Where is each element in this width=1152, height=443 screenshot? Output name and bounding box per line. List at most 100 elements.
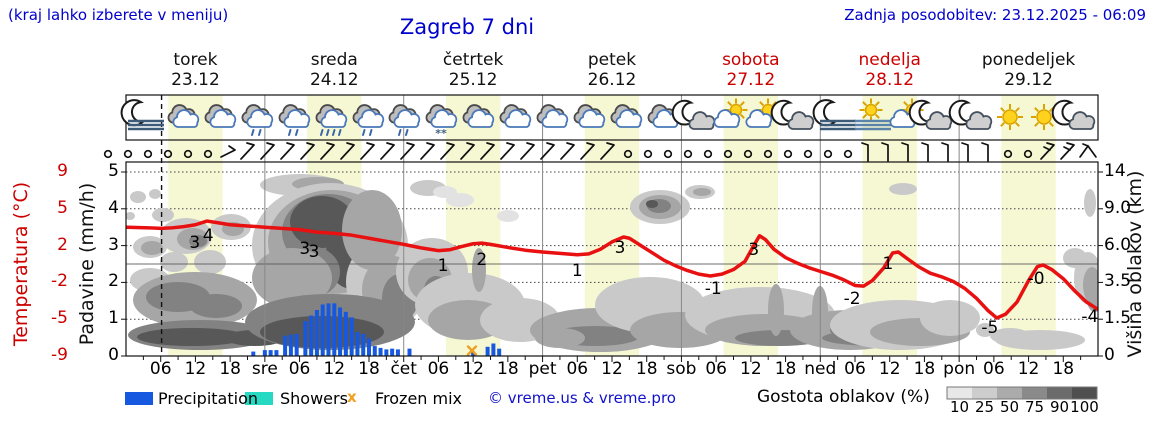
wind-barb-sw (300, 142, 315, 160)
wind-barb-calm (163, 149, 173, 159)
daylight-band (1001, 95, 1056, 356)
day-label: pet (528, 359, 557, 379)
wind-barb-calm (183, 149, 193, 159)
precip-tick: 2 (108, 271, 119, 292)
time-label: 18 (635, 359, 658, 379)
density-bar-border (946, 386, 1098, 400)
time-label: 12 (462, 359, 484, 379)
wind-barb-calm (123, 149, 133, 159)
day-header-date: 29.12 (1004, 70, 1053, 90)
temp-tick: 5 (57, 197, 68, 218)
wind-barb-calm (103, 149, 113, 159)
wind-barb-calm (743, 149, 753, 159)
day-header-date: 26.12 (587, 70, 637, 90)
temp-tick: 2 (57, 234, 68, 255)
density-swatch (947, 387, 972, 399)
precip-tick: 5 (108, 161, 119, 181)
wind-barb-caret (1079, 143, 1097, 158)
day-header-name: ponedeljek (981, 50, 1076, 70)
weather-icon-overcast (610, 104, 643, 128)
weather-icon-overcast (167, 104, 200, 128)
temperature-value-label: 3 (748, 240, 760, 261)
last-update: Zadnja posodobitev: 23.12.2025 - 06:09 (844, 6, 1146, 24)
temperature-value-label: 2 (476, 249, 488, 270)
wind-barb-sw (340, 142, 355, 160)
wind-barb-calm (623, 149, 633, 159)
wind-barb-calm (703, 149, 713, 159)
time-label: 12 (601, 359, 623, 379)
wind-barb-calm (823, 149, 833, 159)
day-header-name: torek (173, 50, 218, 70)
day-label: pon (943, 359, 976, 379)
time-label: 06 (149, 359, 172, 379)
density-tick: 90 (1049, 398, 1070, 416)
weather-icon-row: ** (120, 98, 1096, 140)
wind-barb-sw (560, 142, 575, 160)
weather-icon-moon-cloud (908, 99, 953, 130)
legend-showers-label: Showers (280, 389, 348, 408)
temperature-value-label: 1 (437, 256, 449, 277)
time-label: 06 (844, 359, 866, 379)
temperature-value-label: -0 (1027, 269, 1045, 289)
temperature-value-label: 3 (189, 233, 201, 253)
cloud-tick: 6.0 (1104, 234, 1132, 255)
weather-icon-moon-fog (812, 99, 856, 131)
time-label: 12 (184, 359, 207, 379)
precip-tick: 0 (108, 345, 119, 365)
temp-tick: -2 (51, 271, 68, 292)
time-label: 18 (358, 359, 380, 379)
wind-barb-calm (143, 149, 153, 159)
weather-icon-moon-cloud (671, 99, 716, 130)
weather-icon-overcast-rain (241, 104, 274, 136)
wind-barb-sw (400, 142, 415, 160)
precipitation-swatch (125, 392, 153, 405)
wind-barb-sw (240, 142, 255, 160)
density-swatch (1022, 387, 1047, 399)
weather-icon-moon-cloud (1051, 99, 1096, 130)
temperature-value-label: -2 (843, 288, 861, 309)
wind-barb-calm (1003, 149, 1013, 159)
wind-barb-s (961, 142, 969, 162)
menu-note: (kraj lahko izberete v meniju) (8, 6, 229, 24)
cloud-density-label: Gostota oblakov (%) (757, 387, 930, 407)
density-tick: 75 (1024, 398, 1045, 416)
time-label: 18 (219, 359, 241, 379)
temp-tick: 9 (57, 161, 68, 181)
day-label: sre (251, 359, 278, 379)
wind-barb-sw (280, 142, 295, 160)
wind-barb-s (901, 142, 909, 162)
weather-icon-overcast (499, 104, 532, 128)
day-header-name: četrtek (442, 50, 504, 70)
time-label: 12 (323, 359, 346, 379)
wind-barb-swlow (220, 145, 236, 158)
wind-barb-sw2 (1060, 142, 1075, 160)
wind-barb-s (881, 142, 889, 162)
frozen-mix-icon: x (347, 388, 357, 406)
wind-barb-sw (460, 142, 475, 160)
wind-barb-s (861, 142, 869, 162)
time-label: 06 (705, 359, 727, 379)
temp-tick: -9 (51, 345, 68, 365)
precip-tick: 3 (108, 234, 119, 255)
temperature-value-label: -1 (704, 279, 722, 299)
weather-icon-overcast (204, 104, 237, 128)
weather-icon-moon-cloud (948, 99, 993, 130)
precipitation-bars (251, 303, 502, 356)
frozen-mix-marker (466, 345, 478, 356)
wind-barb-calm (203, 149, 213, 159)
wind-barb-sw (480, 142, 495, 160)
precip-tick: 4 (108, 197, 119, 218)
wind-barb-calm (643, 149, 653, 159)
cloud-cover-field (126, 174, 1098, 352)
svg-text:**: ** (435, 127, 447, 140)
weather-icon-overcast-rain (388, 104, 421, 136)
legend-precipitation-label: Precipitation (158, 389, 259, 408)
weather-icon-overcast-snow: ** (425, 104, 458, 140)
weather-icon-overcast (462, 104, 495, 128)
weather-icon-overcast (573, 104, 606, 128)
wind-barb-sw (520, 142, 535, 160)
copyright-link[interactable]: © vreme.us & vreme.pro (488, 389, 676, 407)
wind-barb-sw (580, 142, 595, 160)
